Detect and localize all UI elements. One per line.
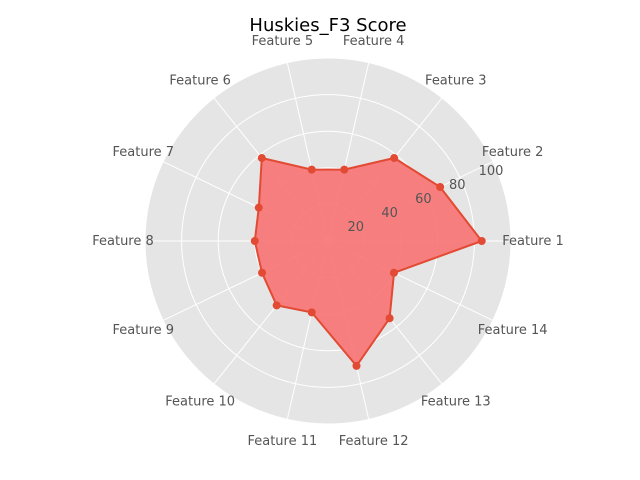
axis-labels: Feature 1 Feature 2 Feature 3 Feature 4 Feat… xyxy=(92,34,564,449)
radial-tick-labels: 20 40 60 80 100 xyxy=(348,164,504,235)
data-point-feature-8 xyxy=(250,237,259,245)
data-point-feature-13 xyxy=(385,314,394,323)
axis-label-feature-11: Feature 11 xyxy=(247,434,317,449)
data-point-feature-6 xyxy=(257,154,266,163)
axis-label-feature-14: Feature 14 xyxy=(478,323,548,338)
data-point-feature-1 xyxy=(477,237,486,245)
axis-label-feature-6: Feature 6 xyxy=(169,74,231,89)
axis-label-feature-13: Feature 13 xyxy=(421,394,491,409)
data-point-feature-10 xyxy=(272,301,281,310)
data-point-feature-12 xyxy=(352,361,361,370)
radial-tick-label: 80 xyxy=(449,178,466,193)
axis-label-feature-10: Feature 10 xyxy=(165,394,235,409)
axis-label-feature-9: Feature 9 xyxy=(113,323,175,338)
data-point-feature-9 xyxy=(258,268,267,277)
axis-label-feature-1: Feature 1 xyxy=(502,234,564,249)
chart-title: Huskies_F3 Score xyxy=(249,15,406,36)
data-point-feature-14 xyxy=(389,268,398,277)
axis-label-feature-7: Feature 7 xyxy=(113,145,175,160)
series-layer xyxy=(250,154,486,370)
axis-label-feature-3: Feature 3 xyxy=(425,74,487,89)
axis-label-feature-12: Feature 12 xyxy=(339,434,409,449)
radial-tick-label: 20 xyxy=(348,220,365,235)
data-point-feature-7 xyxy=(254,203,263,212)
data-point-feature-4 xyxy=(340,165,349,174)
data-point-feature-3 xyxy=(390,154,399,163)
data-point-feature-5 xyxy=(307,165,316,174)
axis-label-feature-5: Feature 5 xyxy=(252,34,314,49)
axis-label-feature-8: Feature 8 xyxy=(92,234,154,249)
data-point-feature-11 xyxy=(307,308,316,317)
radial-tick-label: 100 xyxy=(479,164,504,179)
radial-tick-label: 60 xyxy=(415,192,432,207)
radial-tick-label: 40 xyxy=(381,206,398,221)
series-area xyxy=(254,158,482,366)
data-point-feature-2 xyxy=(436,183,445,192)
axis-label-feature-2: Feature 2 xyxy=(482,145,544,160)
axis-label-feature-4: Feature 4 xyxy=(343,34,405,49)
